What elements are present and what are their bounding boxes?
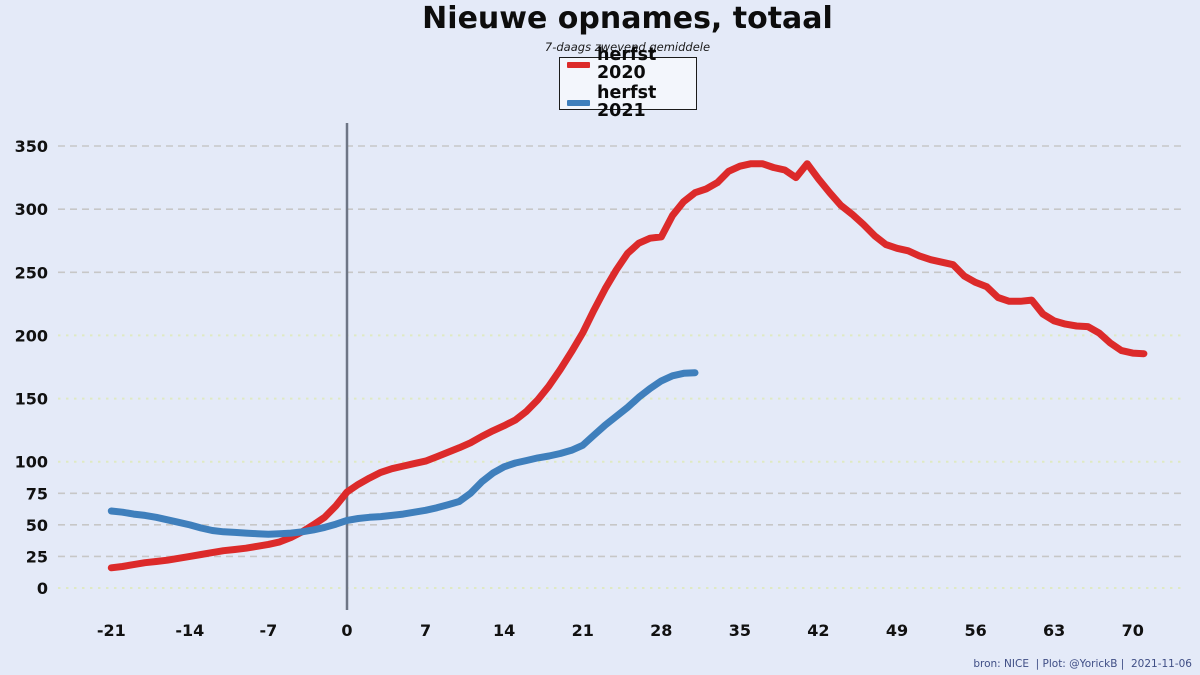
legend-swatch-red bbox=[567, 61, 590, 68]
series-lines bbox=[107, 160, 1148, 572]
y-tick-label-50: 50 bbox=[26, 516, 48, 535]
y-tick-label-25: 25 bbox=[26, 547, 48, 566]
x-tick-label-35: 35 bbox=[729, 621, 751, 640]
x-tick-label--21: -21 bbox=[97, 621, 126, 640]
y-tick-label-150: 150 bbox=[15, 390, 48, 409]
x-tick-label-49: 49 bbox=[886, 621, 908, 640]
series-line-herfst-2021 bbox=[107, 369, 699, 538]
y-tick-labels: 0 25 50 75 100 150 200 250 300 350 bbox=[15, 137, 48, 598]
x-tick-labels: -21 -14 -7 0 7 14 21 28 35 42 49 56 63 70 bbox=[97, 621, 1144, 640]
legend: herfst 2020 herfst 2021 bbox=[559, 46, 697, 119]
x-tick-label--7: -7 bbox=[260, 621, 278, 640]
y-tick-label-75: 75 bbox=[26, 484, 48, 503]
chart-subtitle: 7-daags zwevend gemiddele bbox=[544, 40, 711, 54]
y-tick-label-250: 250 bbox=[15, 263, 48, 282]
x-tick-label-28: 28 bbox=[650, 621, 672, 640]
legend-label-herfst-2021: herfst 2021 bbox=[597, 83, 657, 121]
x-tick-label-63: 63 bbox=[1043, 621, 1065, 640]
x-tick-label-7: 7 bbox=[420, 621, 431, 640]
legend-item-herfst-2020: herfst 2020 bbox=[567, 45, 689, 83]
x-tick-label--14: -14 bbox=[175, 621, 204, 640]
legend-swatch-blue bbox=[567, 99, 590, 106]
chart-title: Nieuwe opnames, totaal bbox=[422, 1, 833, 36]
gridlines bbox=[58, 145, 1186, 589]
legend-label-herfst-2020: herfst 2020 bbox=[597, 45, 657, 83]
y-tick-label-300: 300 bbox=[15, 200, 48, 219]
x-tick-label-21: 21 bbox=[572, 621, 594, 640]
source-credit: bron: NICE | Plot: @YorickB | 2021-11-06 bbox=[973, 658, 1192, 670]
y-tick-label-200: 200 bbox=[15, 326, 48, 345]
series-line-herfst-2020 bbox=[107, 160, 1148, 572]
legend-item-herfst-2021: herfst 2021 bbox=[567, 83, 689, 121]
y-tick-label-350: 350 bbox=[15, 137, 48, 156]
x-tick-label-70: 70 bbox=[1122, 621, 1144, 640]
x-tick-label-0: 0 bbox=[341, 621, 352, 640]
x-tick-label-14: 14 bbox=[493, 621, 515, 640]
y-tick-label-100: 100 bbox=[15, 453, 48, 472]
y-tick-label-0: 0 bbox=[37, 579, 48, 598]
x-tick-label-56: 56 bbox=[964, 621, 986, 640]
x-tick-label-42: 42 bbox=[807, 621, 829, 640]
